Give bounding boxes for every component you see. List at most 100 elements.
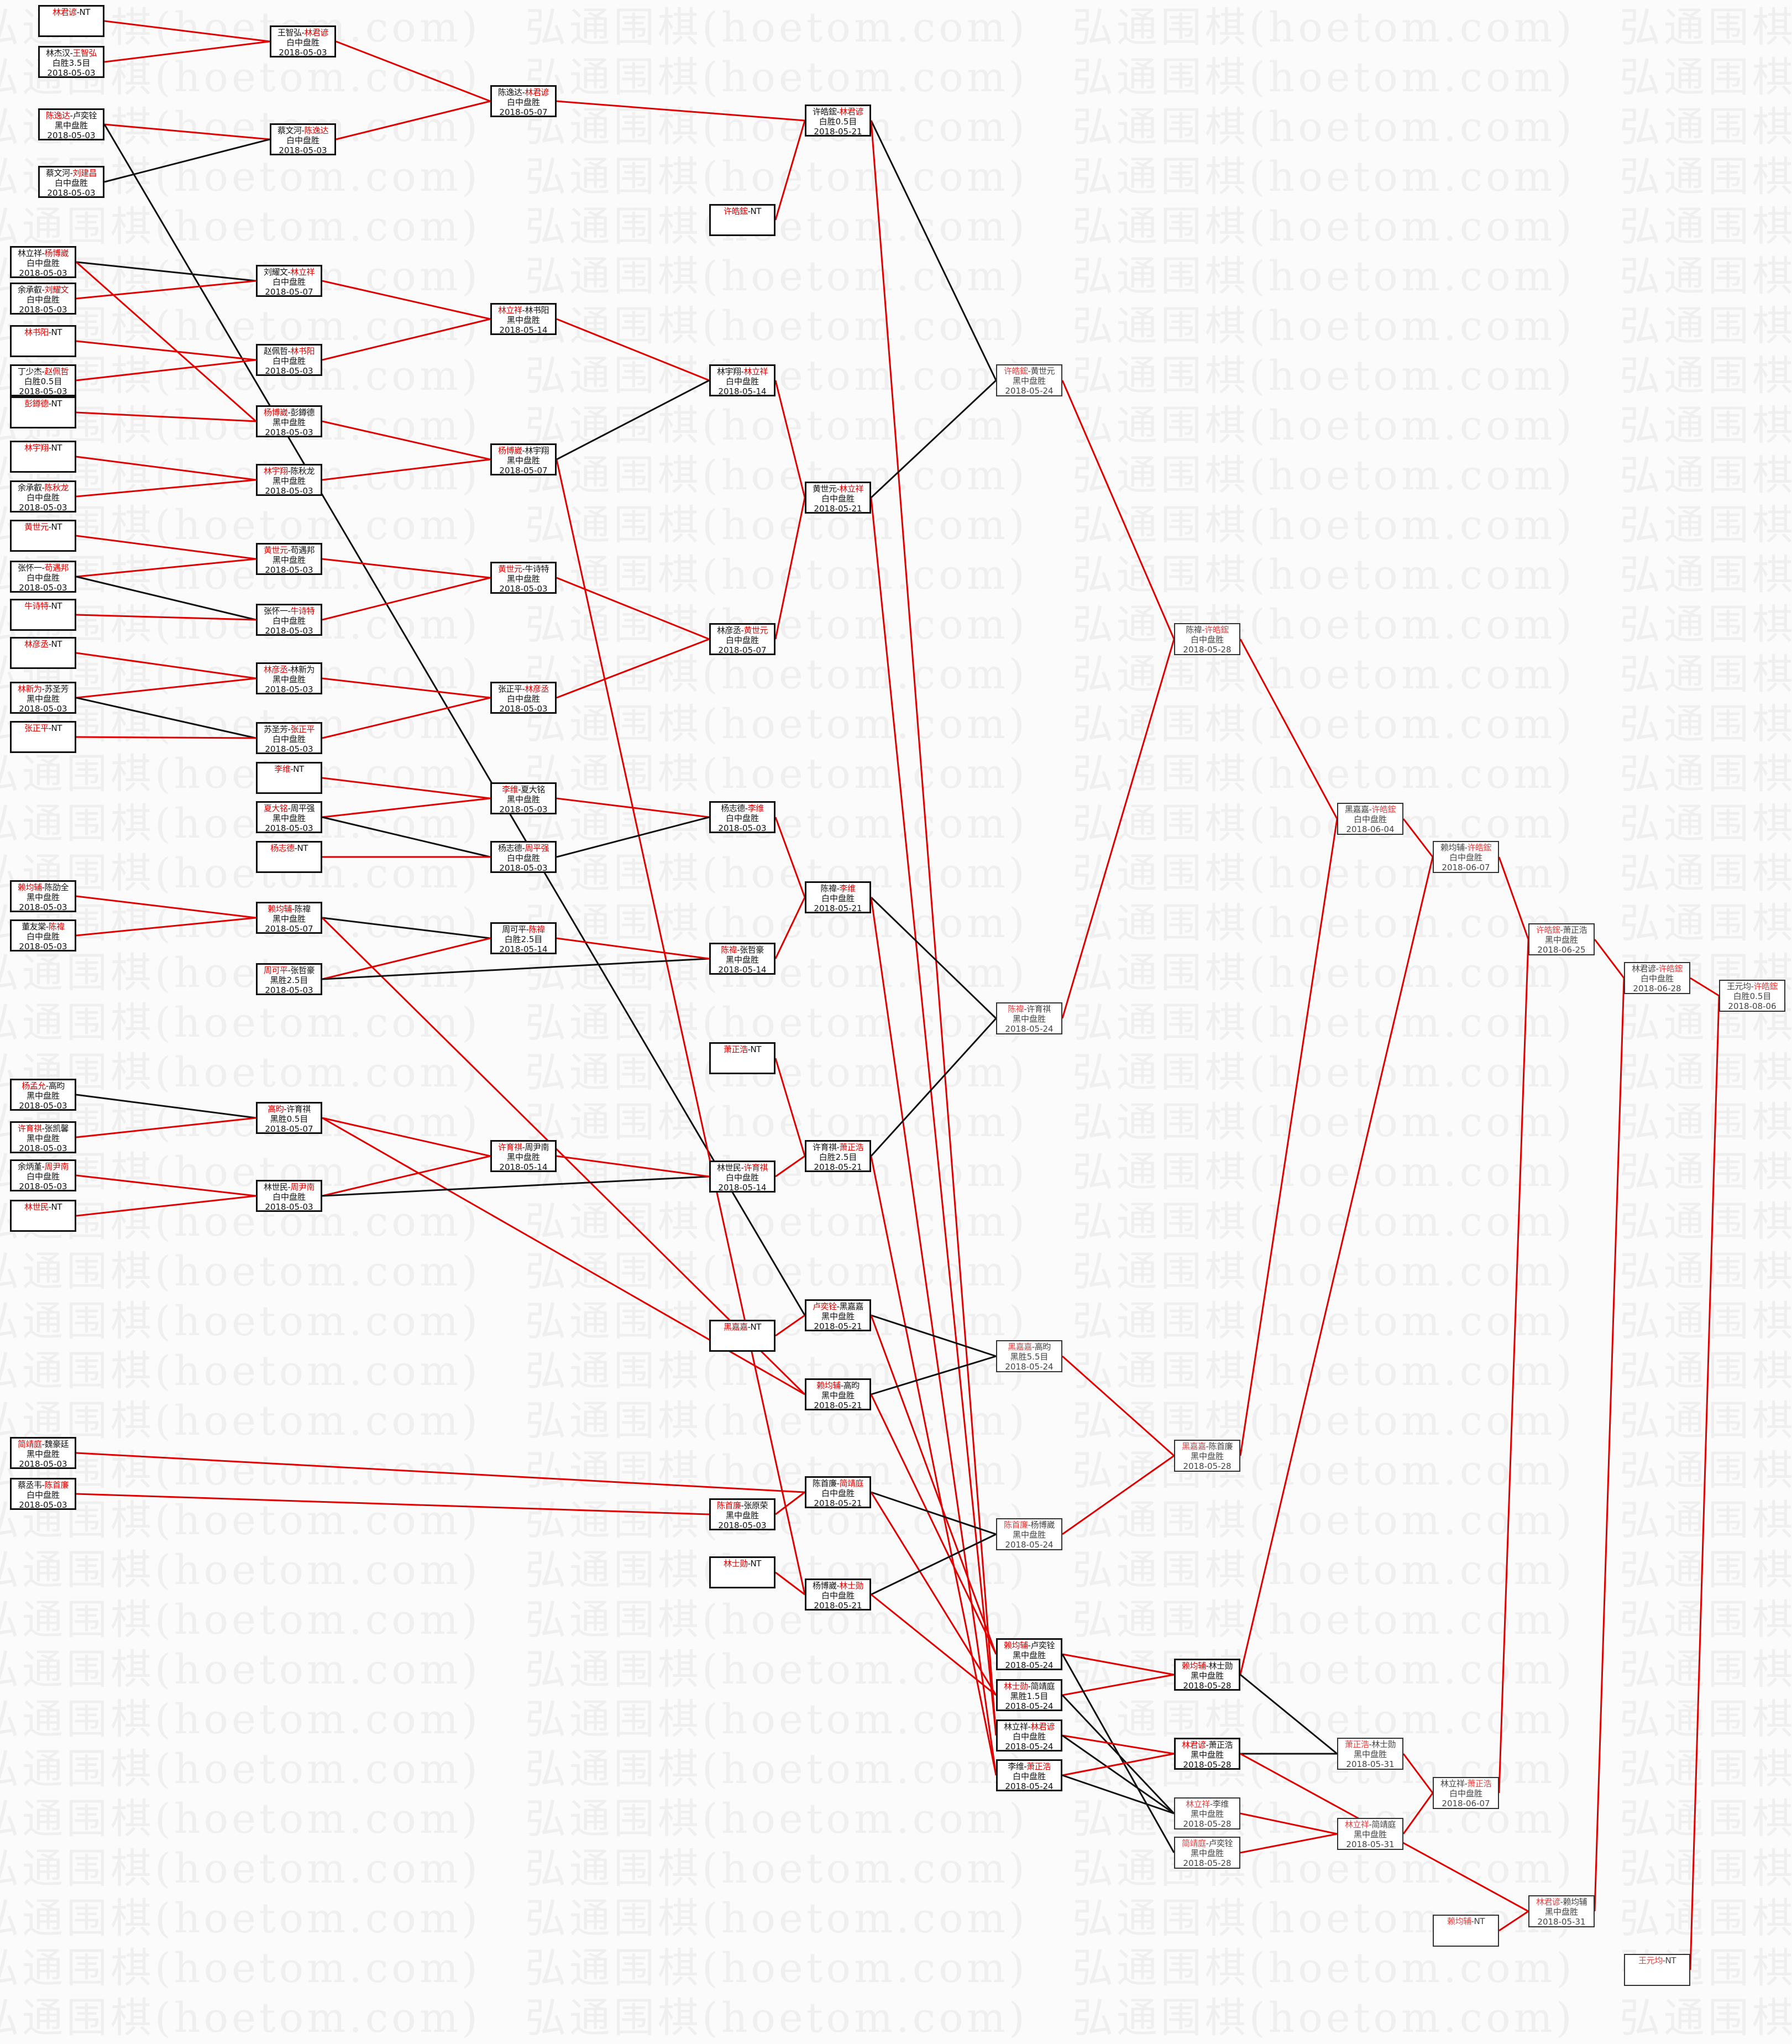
match-box[interactable]: 林立祥-林书阳 黑中盘胜 2018-05-14 <box>490 303 557 335</box>
match-box[interactable]: 李维-夏大铭 黑中盘胜 2018-05-03 <box>490 782 557 814</box>
match-box[interactable]: 赵佩哲-林书阳 白中盘胜 2018-05-03 <box>256 344 322 376</box>
bye-box[interactable]: 牛诗特-NT <box>10 599 76 631</box>
bye-box[interactable]: 许皓鋐-NT <box>709 204 776 236</box>
match-box[interactable]: 黑嘉嘉-许皓鋐 白中盘胜 2018-06-04 <box>1337 803 1403 835</box>
match-box[interactable]: 李维-萧正浩 白中盘胜 2018-05-24 <box>996 1759 1062 1791</box>
match-box[interactable]: 林新为-苏圣芳 黑中盘胜 2018-05-03 <box>10 682 76 714</box>
bye-box[interactable]: 黑嘉嘉-NT <box>709 1320 776 1352</box>
bye-box[interactable]: 张正平-NT <box>10 721 76 753</box>
bye-box[interactable]: 林宇翔-NT <box>10 441 76 473</box>
match-box[interactable]: 夏大铭-周平强 黑中盘胜 2018-05-03 <box>256 801 322 833</box>
match-box[interactable]: 许育祺-周尹南 黑中盘胜 2018-05-14 <box>490 1140 557 1172</box>
match-box[interactable]: 黑嘉嘉-陈首廉 黑中盘胜 2018-05-28 <box>1174 1440 1240 1472</box>
match-players: 许皓鋐-NT <box>724 206 761 216</box>
match-box[interactable]: 黄世元-林立祥 白中盘胜 2018-05-21 <box>805 482 871 514</box>
match-date: 2018-05-24 <box>1005 1701 1054 1711</box>
match-box[interactable]: 蔡文河-陈逸达 白中盘胜 2018-05-03 <box>270 123 336 155</box>
match-box[interactable]: 赖均辅-林士勋 黑中盘胜 2018-05-28 <box>1174 1659 1240 1691</box>
match-box[interactable]: 陈逸达-卢奕铨 黑中盘胜 2018-05-03 <box>38 108 104 140</box>
bye-box[interactable]: 林世民-NT <box>10 1200 76 1232</box>
match-box[interactable]: 林宇翔-林立祥 白中盘胜 2018-05-14 <box>709 364 776 396</box>
bye-box[interactable]: 黄世元-NT <box>10 520 76 552</box>
match-box[interactable]: 陈禕-许皓鋐 白中盘胜 2018-05-28 <box>1174 623 1240 655</box>
match-box[interactable]: 林君谚-萧正浩 黑中盘胜 2018-05-28 <box>1174 1738 1240 1770</box>
bye-box[interactable]: 王元均-NT <box>1624 1954 1690 1986</box>
match-box[interactable]: 杨孟允-高昀 黑中盘胜 2018-05-03 <box>10 1079 76 1111</box>
match-box[interactable]: 赖均辅-陈禕 黑中盘胜 2018-05-07 <box>256 902 322 934</box>
match-box[interactable]: 赖均辅-卢奕铨 黑中盘胜 2018-05-24 <box>996 1638 1062 1670</box>
match-box[interactable]: 许皓鋐-萧正浩 黑中盘胜 2018-06-25 <box>1528 923 1595 955</box>
match-players: 杨博崴-彭鐏德 <box>264 407 315 417</box>
match-box[interactable]: 许育祺-张凯馨 黑中盘胜 2018-05-03 <box>10 1121 76 1153</box>
match-box[interactable]: 陈首廉-杨博崴 黑中盘胜 2018-05-24 <box>996 1518 1062 1550</box>
match-box[interactable]: 林君谚-许皓鋐 白中盘胜 2018-06-28 <box>1624 962 1690 994</box>
match-box[interactable]: 林杰汉-王智弘 白胜3.5目 2018-05-03 <box>38 46 104 78</box>
bye-box[interactable]: 林彦丞-NT <box>10 637 76 669</box>
match-box[interactable]: 林立祥-萧正浩 白中盘胜 2018-06-07 <box>1433 1777 1499 1809</box>
match-box[interactable]: 许皓鋐-黄世元 黑中盘胜 2018-05-24 <box>996 364 1062 396</box>
bye-box[interactable]: 萧正浩-NT <box>709 1042 776 1074</box>
match-box[interactable]: 陈禕-张哲豪 黑中盘胜 2018-05-14 <box>709 943 776 975</box>
match-box[interactable]: 黄世元-牛诗特 黑中盘胜 2018-05-03 <box>490 562 557 594</box>
match-box[interactable]: 张正平-林彦丞 白中盘胜 2018-05-03 <box>490 682 557 714</box>
match-box[interactable]: 蔡文河-刘建昌 白中盘胜 2018-05-03 <box>38 166 104 198</box>
match-box[interactable]: 陈首廉-简靖庭 白中盘胜 2018-05-21 <box>805 1476 871 1508</box>
match-box[interactable]: 赖均辅-陈劭全 黑中盘胜 2018-05-03 <box>10 880 76 912</box>
match-box[interactable]: 林世民-周尹南 白中盘胜 2018-05-03 <box>256 1180 322 1212</box>
match-box[interactable]: 简靖庭-魏豪廷 黑中盘胜 2018-05-03 <box>10 1437 76 1469</box>
match-box[interactable]: 张怀一-苟遇邦 白中盘胜 2018-05-03 <box>10 561 76 593</box>
match-box[interactable]: 萧正浩-林士勋 黑中盘胜 2018-05-31 <box>1337 1738 1403 1770</box>
match-box[interactable]: 黄世元-苟遇邦 黑中盘胜 2018-05-03 <box>256 543 322 575</box>
match-box[interactable]: 张怀一-牛诗特 白中盘胜 2018-05-03 <box>256 604 322 636</box>
match-box[interactable]: 周可平-陈禕 白胜2.5目 2018-05-14 <box>490 922 557 954</box>
match-box[interactable]: 林君谚-赖均辅 黑中盘胜 2018-05-31 <box>1528 1895 1595 1927</box>
winner-link <box>870 120 997 1736</box>
match-box[interactable]: 苏圣芳-张正平 白中盘胜 2018-05-03 <box>256 722 322 754</box>
match-box[interactable]: 黑嘉嘉-高昀 黑胜5.5目 2018-05-24 <box>996 1340 1062 1372</box>
match-box[interactable]: 杨博崴-林士勋 白中盘胜 2018-05-21 <box>805 1578 871 1611</box>
match-box[interactable]: 杨志德-李维 白中盘胜 2018-05-03 <box>709 801 776 833</box>
match-box[interactable]: 杨博崴-林宇翔 黑中盘胜 2018-05-07 <box>490 443 557 475</box>
match-box[interactable]: 林宇翔-陈秋龙 黑中盘胜 2018-05-03 <box>256 464 322 496</box>
match-box[interactable]: 杨志德-周平强 白中盘胜 2018-05-03 <box>490 841 557 873</box>
match-box[interactable]: 王元均-许皓鋐 白胜0.5目 2018-08-06 <box>1719 980 1785 1012</box>
match-box[interactable]: 林世民-许育祺 白中盘胜 2018-05-14 <box>709 1160 776 1193</box>
match-box[interactable]: 卢奕铨-黑嘉嘉 黑中盘胜 2018-05-21 <box>805 1299 871 1331</box>
match-box[interactable]: 刘耀文-林立祥 白中盘胜 2018-05-07 <box>256 265 322 297</box>
match-box[interactable]: 陈逸达-林君谚 白中盘胜 2018-05-07 <box>490 85 557 117</box>
match-box[interactable]: 陈禕-李维 白中盘胜 2018-05-21 <box>805 881 871 913</box>
match-players: 杨博崴-林士勋 <box>813 1581 863 1591</box>
bye-box[interactable]: 林君谚-NT <box>38 5 104 37</box>
match-box[interactable]: 林立祥-林君谚 白中盘胜 2018-05-24 <box>996 1719 1062 1752</box>
match-box[interactable]: 余炳堇-周尹南 白中盘胜 2018-05-03 <box>10 1159 76 1191</box>
match-box[interactable]: 杨博崴-彭鐏德 黑中盘胜 2018-05-03 <box>256 405 322 437</box>
match-box[interactable]: 林立祥-杨博崴 白中盘胜 2018-05-03 <box>10 246 76 278</box>
match-box[interactable]: 许育祺-萧正浩 白胜2.5目 2018-05-21 <box>805 1140 871 1172</box>
match-box[interactable]: 董友棠-陈禕 白中盘胜 2018-05-03 <box>10 919 76 952</box>
match-box[interactable]: 高昀-许育祺 黑胜0.5目 2018-05-07 <box>256 1102 322 1134</box>
match-box[interactable]: 周可平-张哲豪 黑胜2.5目 2018-05-03 <box>256 963 322 995</box>
match-box[interactable]: 林士勋-简靖庭 黑胜1.5目 2018-05-24 <box>996 1679 1062 1711</box>
match-box[interactable]: 林彦丞-黄世元 白中盘胜 2018-05-07 <box>709 623 776 655</box>
match-box[interactable]: 林立祥-简靖庭 黑中盘胜 2018-05-31 <box>1337 1818 1403 1850</box>
match-box[interactable]: 林立祥-李维 黑中盘胜 2018-05-28 <box>1174 1797 1240 1829</box>
match-box[interactable]: 余承叡-陈秋龙 白中盘胜 2018-05-03 <box>10 480 76 513</box>
match-box[interactable]: 丁少杰-赵佩哲 白胜0.5目 2018-05-03 <box>10 364 76 396</box>
match-box[interactable]: 许皓鋐-林君谚 白胜0.5目 2018-05-21 <box>805 104 871 137</box>
bye-box[interactable]: 林士勋-NT <box>709 1556 776 1588</box>
bye-box[interactable]: 彭鐏德-NT <box>10 396 76 428</box>
match-box[interactable]: 陈首廉-张原荣 黑中盘胜 2018-05-03 <box>709 1498 776 1530</box>
bye-box[interactable]: 李维-NT <box>256 762 322 794</box>
match-box[interactable]: 陈禕-许育祺 黑中盘胜 2018-05-24 <box>996 1002 1062 1034</box>
match-box[interactable]: 林彦丞-林新为 黑中盘胜 2018-05-03 <box>256 662 322 694</box>
match-box[interactable]: 赖均辅-许皓鋐 白中盘胜 2018-06-07 <box>1433 841 1499 873</box>
bye-box[interactable]: 杨志德-NT <box>256 841 322 873</box>
match-box[interactable]: 简靖庭-卢奕铨 黑中盘胜 2018-05-28 <box>1174 1837 1240 1869</box>
bye-box[interactable]: 林书阳-NT <box>10 325 76 357</box>
bye-box[interactable]: 赖均辅-NT <box>1433 1915 1499 1947</box>
match-box[interactable]: 蔡丞韦-陈首廉 白中盘胜 2018-05-03 <box>10 1478 76 1510</box>
match-box[interactable]: 王智弘-林君谚 白中盘胜 2018-05-03 <box>270 25 336 57</box>
match-box[interactable]: 余承叡-刘耀文 白中盘胜 2018-05-03 <box>10 283 76 315</box>
match-box[interactable]: 赖均辅-高昀 黑中盘胜 2018-05-21 <box>805 1378 871 1410</box>
match-date: 2018-05-14 <box>499 944 548 954</box>
